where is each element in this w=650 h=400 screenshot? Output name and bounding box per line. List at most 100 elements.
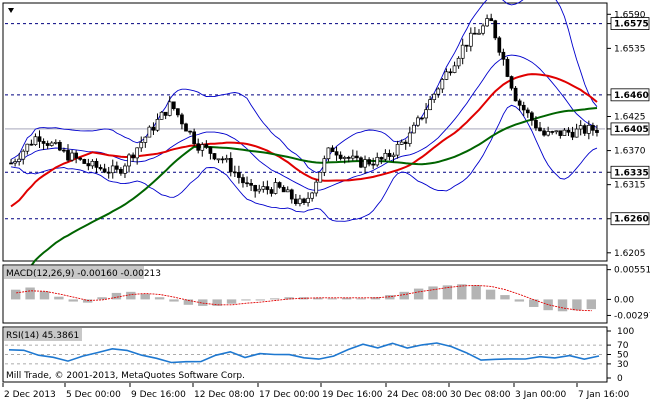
candle-body [403,141,408,144]
macd-signal-line [16,284,592,312]
candle-body [546,131,550,136]
candle-body [119,168,123,174]
macd-bar [212,299,222,306]
candle-body [131,154,135,159]
macd-bar [356,298,366,300]
macd-bar [284,297,294,300]
moving-average-fast [10,73,598,208]
candle-body [277,182,282,188]
candle-body [253,184,258,192]
candle-body [416,117,420,126]
macd-bar [39,291,50,300]
candle-body [171,101,176,110]
y-tick-label: 1.6575 [614,20,649,30]
rsi-y-tick-label: 50 [617,351,629,361]
candle-body [530,112,534,121]
candle-body [485,18,489,27]
candle-body [371,163,376,166]
macd-bar [241,299,251,301]
macd-bar [82,299,93,303]
candle-body [86,163,91,167]
candle-body [200,144,205,151]
candle-body [558,130,563,136]
candle-body [302,198,306,204]
macd-bar [255,299,266,301]
candle-body [375,157,380,166]
macd-bar [198,299,208,306]
candle-body [428,99,432,111]
candle-body [155,119,160,131]
candle-body [232,171,237,174]
candle-body [424,109,428,119]
candle-body [269,189,274,194]
candle-body [167,101,172,116]
candle-body [521,104,526,111]
candle-body [13,161,17,164]
candle-body [82,159,87,164]
candle-body [464,44,469,47]
candle-body [578,125,583,130]
macd-bar [529,299,539,307]
candle-body [412,124,416,134]
x-tick-label: 3 Jan 00:00 [515,390,567,400]
candle-body [542,130,546,136]
candle-body [159,111,164,120]
macd-y-tick-label: -0.00297 [614,311,650,321]
macd-bar [140,294,150,300]
candle-body [184,123,188,132]
candle-body [94,160,99,168]
y-tick-label: 1.6205 [614,249,646,259]
price-label-box [610,17,650,30]
candle-body [550,131,555,133]
candle-body [21,150,26,160]
candle-body [90,160,95,167]
candle-body [505,58,510,77]
candle-body [29,143,34,146]
candle-body [25,143,30,152]
x-axis: 2 Dec 2013 5 Dec 00:00 9 Dec 16:00 12 Dec 0… [2,383,630,400]
candle-body [147,126,152,138]
candle-body [163,111,168,116]
candle-body [204,144,209,148]
candle-body [143,136,148,143]
candle-body [379,157,384,160]
macd-bar [126,291,136,300]
candle-body [70,152,74,161]
candle-body [310,192,314,199]
candle-body [363,159,367,168]
candle-body [517,100,522,106]
candle-body [473,32,477,35]
candle-body [338,154,343,159]
candle-body [452,65,457,73]
macd-bar [572,299,582,311]
macd-bar [457,284,467,300]
main-panel-frame [2,2,608,262]
macd-bar [557,299,568,312]
candle-body [346,157,351,159]
macd-y-tick-label: 0.00 [614,295,634,305]
candle-body [574,128,579,138]
candle-body [501,51,506,60]
macd-bar [370,297,381,300]
candle-body [249,182,253,186]
x-tick-label: 9 Dec 16:00 [131,390,186,400]
candle-body [110,165,115,174]
candle-body [383,153,388,160]
candle-body [289,189,294,200]
candle-body [481,25,485,34]
price-label-box [610,212,650,226]
candle-body [62,149,66,152]
candle-body [477,32,481,35]
x-tick-label: 12 Dec 08:00 [194,390,255,400]
candle-body [444,71,449,80]
macd-bar [298,297,309,300]
candle-body [208,146,213,154]
candle-body [326,147,331,160]
candle-body [123,165,127,174]
macd-bar [111,292,122,300]
moving-average-slow [10,107,598,290]
candle-body [257,188,262,192]
